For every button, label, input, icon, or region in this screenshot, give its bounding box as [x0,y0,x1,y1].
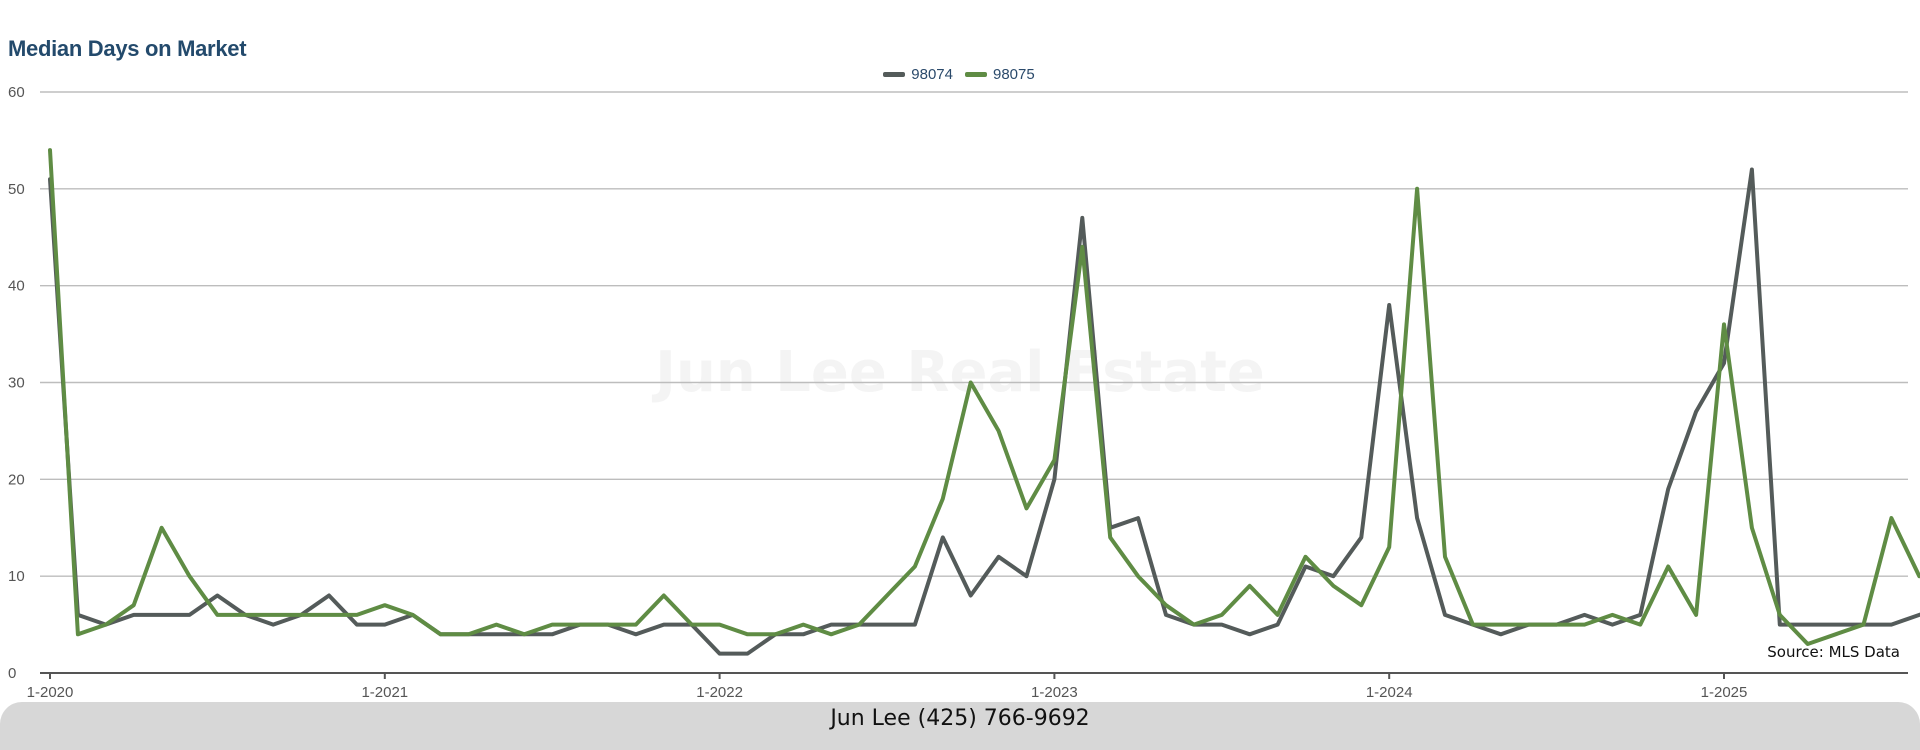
y-tick-label: 20 [8,471,25,488]
y-tick-label: 60 [8,84,25,101]
source-note: Source: MLS Data [1767,643,1900,661]
watermark-text: Jun Lee Real Estate [655,340,1265,405]
y-tick-label: 30 [8,375,25,392]
legend-item-98074[interactable]: 98074 [883,66,953,83]
x-tick-label: 1-2022 [696,684,743,701]
series-line-98075 [48,148,1920,646]
y-tick-label: 0 [8,665,16,682]
line-chart: 0 10 20 30 40 50 60 1-2020 1-2021 1-2022 1-2023 1-2… [8,84,1920,701]
y-tick-label: 50 [8,181,25,198]
x-tick-label: 1-2024 [1366,684,1413,701]
x-tick-label: 1-2025 [1701,684,1748,701]
footer-contact: Jun Lee (425) 766-9692 [830,706,1090,731]
series-line-98074 [48,167,1920,656]
legend-swatch-98074 [883,72,906,77]
x-tick-label: 1-2020 [27,684,74,701]
legend-label-98074: 98074 [911,66,953,83]
y-tick-label: 40 [8,278,25,295]
legend-swatch-98075 [965,72,987,77]
footer-bar [0,702,1920,750]
legend-label-98075: 98075 [993,66,1035,83]
chart-legend: 98074 98075 [0,66,1920,83]
chart-title: Median Days on Market [8,36,247,61]
legend-item-98075[interactable]: 98075 [965,66,1035,83]
x-tick-label: 1-2021 [361,684,408,701]
x-tick-label: 1-2023 [1031,684,1078,701]
y-tick-label: 10 [8,568,25,585]
